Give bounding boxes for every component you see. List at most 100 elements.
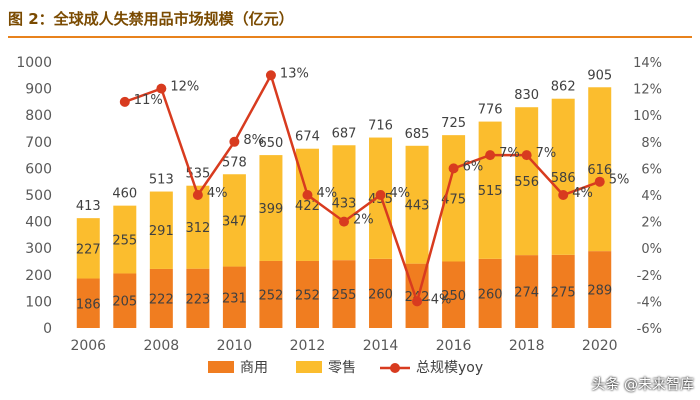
total-value-label: 674 [295,130,320,145]
right-tick-label: 0% [641,242,662,257]
yoy-point [302,190,313,200]
bar-retail [76,218,100,279]
watermark: 头条 @未来智库 [591,377,694,393]
legend-label-retail: 零售 [328,360,356,376]
title-divider [8,36,692,38]
bar-retail [149,191,173,269]
page-title: 图 2：全球成人失禁用品市场规模（亿元） [8,10,294,28]
bar-commercial [478,258,502,328]
yoy-value-label: 4% [316,186,337,201]
right-tick-label: -6% [637,322,662,337]
legend-swatch-commercial [208,361,234,373]
yoy-point [229,136,240,147]
bar-commercial [442,261,466,328]
bar-commercial [369,258,393,328]
x-tick-label: 2018 [509,338,545,354]
bar-retail [551,98,575,255]
retail-value-label: 616 [587,163,612,178]
x-tick-label: 2012 [290,338,326,354]
bar-retail [186,185,210,269]
bar-commercial [295,260,319,328]
retail-value-label: 475 [441,192,466,207]
yoy-value-label: 12% [170,80,199,95]
yoy-point [375,190,386,200]
commercial-value-label: 231 [222,291,247,306]
retail-value-label: 227 [76,242,101,257]
yoy-value-label: 4% [390,186,411,201]
total-value-label: 905 [587,68,612,83]
yoy-value-label: 7% [499,146,520,161]
bar-retail [405,145,429,264]
right-tick-label: 2% [641,216,662,231]
yoy-point [192,190,203,200]
yoy-value-label: 4% [207,186,228,201]
left-tick-label: 100 [25,294,52,310]
yoy-value-label: 2% [353,213,374,228]
bar-commercial [259,260,283,328]
total-value-label: 460 [112,187,137,202]
commercial-value-label: 289 [587,284,612,299]
bar-commercial [222,266,246,328]
commercial-value-label: 260 [478,287,503,302]
legend-swatch-retail [296,361,322,373]
right-axis: -6% -4% -2% 0% 2% 4% 6% 8% 10% 12% 14% [633,56,662,337]
bar-commercial [551,254,575,328]
retail-value-label: 255 [112,234,137,249]
total-value-label: 716 [368,119,393,134]
total-value-label: 725 [441,116,466,131]
x-tick-label: 2010 [217,338,253,354]
segment-labels: 186 227 205 255 222 291 223 312 231 347 252 399 252 4… [76,163,612,312]
bar-retail [588,87,612,252]
yoy-polyline [124,72,601,306]
commercial-value-label: 252 [259,288,284,303]
yoy-labels: 11% 12% 4% 8% 13% 4% 2% 4% -4% 6% 7% 7% 4% 5% [134,66,630,307]
left-axis: 0 100 200 300 400 500 600 700 800 900 1000 [16,55,52,337]
left-tick-label: 1000 [16,55,52,71]
left-tick-label: 800 [25,108,52,124]
total-value-label: 687 [332,126,357,141]
retail-value-label: 312 [185,221,210,236]
yoy-value-label: 5% [609,173,630,188]
commercial-value-label: 252 [295,288,320,303]
bar-commercial [186,268,210,328]
yoy-point [558,190,569,200]
retail-value-label: 586 [551,171,576,186]
yoy-value-label: 13% [280,66,309,81]
bar-retail [222,174,246,267]
total-value-label: 685 [405,127,430,142]
right-tick-label: -4% [637,295,662,310]
retail-value-label: 347 [222,214,247,229]
retail-value-label: 515 [478,184,503,199]
left-tick-label: 0 [43,321,52,337]
commercial-value-label: 274 [514,286,539,301]
left-tick-label: 300 [25,241,52,257]
yoy-value-label: 4% [572,186,593,201]
retail-value-label: 556 [514,175,539,190]
yoy-line [119,70,605,307]
right-tick-label: 8% [641,136,662,151]
legend: 商用 零售 总规模yoy [208,360,483,376]
right-tick-label: 10% [633,109,662,124]
yoy-value-label: 6% [463,159,484,174]
retail-value-label: 433 [332,197,357,212]
right-tick-label: -2% [637,269,662,284]
bar-commercial [588,251,612,328]
total-value-label: 413 [76,199,101,214]
commercial-value-label: 260 [368,287,393,302]
bar-retail [113,205,137,274]
bar-retail [515,107,539,256]
yoy-point [412,296,423,307]
left-tick-label: 400 [25,215,52,231]
left-tick-label: 200 [25,268,52,284]
yoy-point [156,83,167,94]
legend-marker-yoy [390,363,400,373]
bar-retail [259,155,283,261]
left-tick-label: 600 [25,161,52,177]
commercial-value-label: 255 [332,288,357,303]
commercial-value-label: 222 [149,292,174,307]
total-value-label: 830 [514,88,539,103]
yoy-point [594,176,605,187]
commercial-value-label: 205 [112,295,137,310]
commercial-value-label: 275 [551,285,576,300]
yoy-value-label: 7% [536,146,557,161]
